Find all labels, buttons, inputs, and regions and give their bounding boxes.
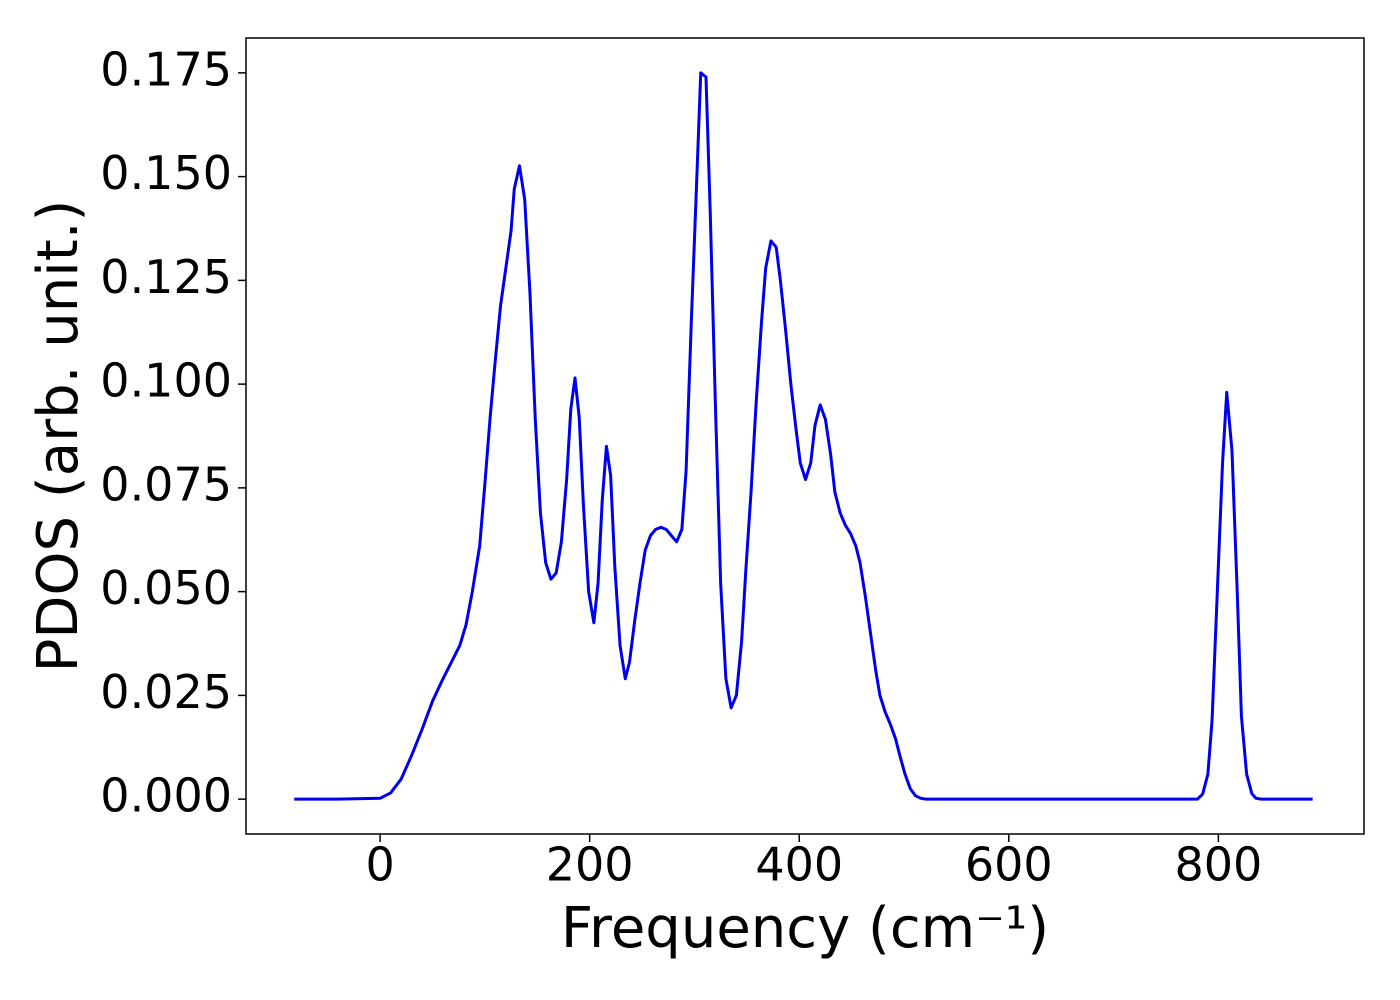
y-tick-label: 0.125 <box>100 250 232 304</box>
y-tick-label: 0.175 <box>100 42 232 96</box>
y-tick-label: 0.000 <box>100 769 232 823</box>
x-tick-label: 400 <box>755 838 843 892</box>
y-axis-label: PDOS (arb. unit.) <box>26 200 91 673</box>
x-tick-label: 800 <box>1174 838 1262 892</box>
y-tick-label: 0.025 <box>100 665 232 719</box>
x-tick-label: 600 <box>965 838 1053 892</box>
x-axis-label: Frequency (cm⁻¹) <box>561 896 1049 961</box>
x-tick-label: 200 <box>546 838 634 892</box>
y-tick-label: 0.150 <box>100 146 232 200</box>
data-line <box>294 71 1313 801</box>
y-tick-label: 0.050 <box>100 561 232 615</box>
plot-frame <box>245 37 1365 835</box>
y-tick-label: 0.100 <box>100 354 232 408</box>
y-tick-label: 0.075 <box>100 457 232 511</box>
x-tick-label: 0 <box>365 838 394 892</box>
